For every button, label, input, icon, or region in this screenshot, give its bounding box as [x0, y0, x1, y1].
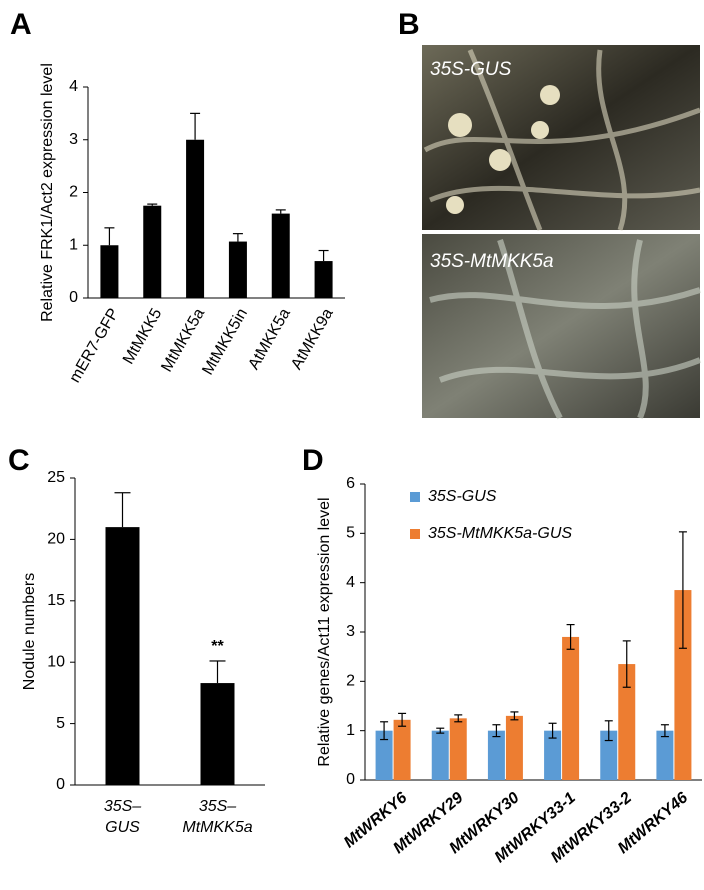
- x-tick-label: 35S–: [199, 798, 236, 815]
- x-tick-label: AtMKK9a: [288, 306, 337, 373]
- y-axis-label: Nodule numbers: [21, 573, 38, 690]
- legend-label: 35S-MtMKK5a-GUS: [428, 525, 572, 542]
- y-tick-label: 3: [346, 623, 355, 640]
- bar: [431, 730, 449, 780]
- bar: [314, 261, 333, 298]
- x-tick-label: GUS: [105, 819, 140, 836]
- y-tick-label: 1: [69, 236, 78, 253]
- photo: [422, 45, 702, 420]
- y-tick-label: 2: [346, 673, 355, 690]
- x-tick-label: MtMKK5: [120, 306, 165, 368]
- bar: [100, 245, 119, 298]
- y-tick-label: 4: [346, 574, 355, 591]
- bar: [618, 664, 636, 780]
- bar: [674, 590, 692, 780]
- y-tick-label: 5: [346, 525, 355, 542]
- x-tick-label: 35S–: [104, 798, 141, 815]
- bar: [449, 718, 467, 780]
- bar: [544, 730, 562, 780]
- bar: [600, 730, 618, 780]
- panel-label: B: [398, 8, 420, 41]
- x-tick-label: mER7-GFP: [66, 306, 122, 386]
- bar: [505, 715, 523, 780]
- x-tick-label: MtMKK5a: [158, 306, 208, 375]
- panel-label: D: [302, 444, 324, 477]
- y-tick-label: 4: [69, 78, 78, 95]
- bar: [105, 527, 140, 785]
- y-tick-label: 20: [47, 531, 65, 548]
- y-tick-label: 5: [56, 715, 65, 732]
- photo-caption: 35S-MtMKK5a: [430, 251, 554, 272]
- y-tick-label: 15: [47, 592, 65, 609]
- bar: [271, 213, 290, 298]
- y-tick-label: 3: [69, 131, 78, 148]
- bar: [375, 730, 393, 780]
- bar: [656, 730, 674, 780]
- panel-label: A: [10, 8, 32, 41]
- bar: [562, 636, 580, 780]
- y-tick-label: 0: [346, 771, 355, 788]
- bar: [143, 205, 162, 298]
- y-axis-label: Relative genes/Act11 expression level: [316, 497, 333, 766]
- y-tick-label: 0: [56, 776, 65, 793]
- y-tick-label: 10: [47, 653, 65, 670]
- annotation: **: [211, 638, 224, 655]
- bar: [186, 139, 205, 298]
- x-tick-label: MtMKK5a: [182, 819, 252, 836]
- legend-swatch: [410, 529, 420, 539]
- panel-label: C: [8, 444, 30, 477]
- x-tick-label: MtMKK5in: [199, 306, 251, 378]
- y-axis-label: Relative FRK1/Act2 expression level: [39, 63, 56, 322]
- x-tick-label: AtMKK5a: [245, 306, 294, 373]
- y-tick-label: 0: [69, 289, 78, 306]
- bar: [487, 730, 505, 780]
- legend-swatch: [410, 492, 420, 502]
- bar: [228, 241, 247, 298]
- y-tick-label: 6: [346, 475, 355, 492]
- photo-caption: 35S-GUS: [430, 59, 512, 80]
- y-tick-label: 2: [69, 184, 78, 201]
- legend-label: 35S-GUS: [428, 488, 497, 505]
- bar: [200, 683, 235, 785]
- y-tick-label: 1: [346, 722, 355, 739]
- y-tick-label: 25: [47, 469, 65, 486]
- bar: [393, 719, 411, 780]
